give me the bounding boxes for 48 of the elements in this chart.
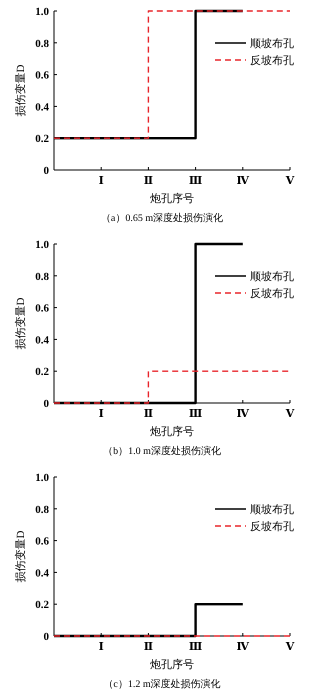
x-axis-title: 炮孔序号 (150, 658, 194, 671)
y-tick-label: 0 (44, 631, 50, 643)
x-axis-title: 炮孔序号 (150, 425, 194, 438)
text: （a）0.65 m深度处损伤演化 (100, 212, 224, 224)
legend-label: 顺坡布孔 (250, 37, 294, 50)
y-axis-title: 损伤变量D (14, 64, 27, 116)
y-tick-label: 0.2 (35, 366, 50, 378)
x-tick-label: Ⅴ (284, 408, 295, 420)
legend-label: 顺坡布孔 (250, 503, 294, 516)
y-tick-label: 1.0 (35, 472, 50, 484)
legend-label: 反坡布孔 (250, 287, 294, 300)
text: （c）1.2 m深度处损伤演化 (103, 678, 221, 690)
y-tick-label: 0 (44, 165, 50, 177)
x-axis-title: 炮孔序号 (150, 192, 194, 205)
legend-label: 顺坡布孔 (250, 270, 294, 283)
y-tick-label: 0.4 (35, 101, 50, 114)
y-tick-label: 0 (44, 398, 50, 410)
x-tick-label: Ⅲ (188, 408, 202, 420)
x-tick-label: Ⅰ (98, 408, 104, 420)
y-tick-label: 0.2 (35, 133, 50, 146)
y-tick-label: 0.2 (35, 599, 50, 612)
y-tick-label: 1.0 (35, 239, 50, 251)
y-axis-title: 损伤变量D (14, 297, 27, 350)
text: （b）1.0 m深度处损伤演化 (103, 445, 221, 457)
x-tick-label: Ⅳ (236, 175, 250, 187)
y-tick-label: 1.0 (35, 6, 50, 18)
y-axis-title: 损伤变量D (14, 530, 27, 582)
y-tick-label: 0.8 (35, 38, 50, 50)
y-tick-label: 0.6 (35, 536, 50, 548)
legend-label: 反坡布孔 (250, 520, 294, 533)
x-tick-label: Ⅲ (188, 641, 202, 653)
x-tick-label: Ⅱ (144, 641, 154, 653)
x-tick-label: Ⅳ (236, 641, 250, 653)
x-tick-label: Ⅰ (98, 175, 104, 187)
y-tick-label: 0.6 (35, 70, 50, 82)
y-tick-label: 0.4 (35, 567, 50, 580)
x-tick-label: Ⅴ (284, 175, 295, 187)
x-tick-label: Ⅴ (284, 641, 295, 653)
x-tick-label: Ⅲ (188, 175, 202, 187)
legend-label: 反坡布孔 (250, 54, 294, 67)
y-tick-label: 0.8 (35, 504, 50, 516)
y-tick-label: 0.4 (35, 334, 50, 346)
x-tick-label: Ⅰ (98, 641, 104, 653)
x-tick-label: Ⅳ (236, 408, 250, 420)
x-tick-label: Ⅱ (144, 408, 154, 420)
y-tick-label: 0.6 (35, 302, 50, 315)
y-tick-label: 0.8 (35, 270, 50, 283)
x-tick-label: Ⅱ (144, 175, 154, 187)
